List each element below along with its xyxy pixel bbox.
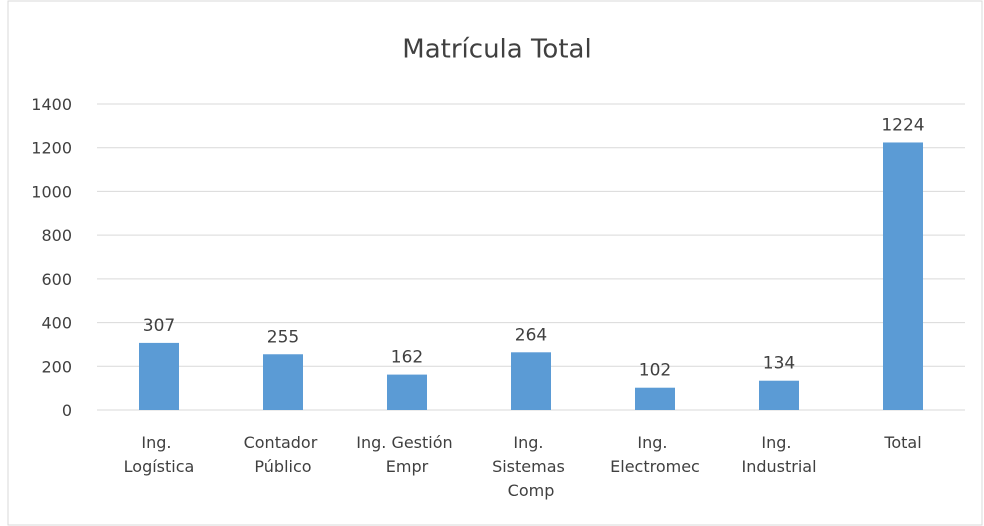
data-label: 102 — [639, 361, 671, 381]
y-tick-label: 200 — [41, 357, 72, 376]
y-tick-label: 1200 — [31, 139, 72, 158]
bar — [387, 374, 427, 410]
y-tick-label: 0 — [62, 401, 72, 420]
x-tick-label: Ing. Industrial — [741, 433, 816, 476]
y-tick-label: 400 — [41, 314, 72, 333]
bar — [883, 142, 923, 410]
data-label: 162 — [391, 348, 423, 368]
y-tick-label: 600 — [41, 270, 72, 289]
data-label: 307 — [143, 316, 175, 336]
bar — [511, 352, 551, 410]
bar — [759, 380, 799, 410]
x-tick-label: Contador Público — [244, 433, 323, 476]
y-tick-label: 800 — [41, 226, 72, 245]
x-tick-label: Ing. Gestión Empr — [356, 433, 458, 476]
data-label: 1224 — [881, 115, 924, 135]
bar — [139, 342, 179, 410]
chart-frame — [7, 0, 983, 526]
data-label: 134 — [763, 354, 795, 374]
x-tick-label: Ing. Sistemas Comp — [492, 433, 570, 500]
x-tick-label: Ing. Electromec — [610, 433, 700, 476]
y-tick-label: 1000 — [31, 182, 72, 201]
x-tick-label: Ing. Logística — [124, 433, 195, 476]
chart-title: Matrícula Total — [402, 35, 591, 65]
x-tick-label: Total — [883, 433, 921, 452]
data-label: 255 — [267, 327, 299, 347]
bar — [263, 354, 303, 410]
bar — [635, 387, 675, 410]
data-label: 264 — [515, 325, 547, 345]
y-tick-label: 1400 — [31, 95, 72, 114]
